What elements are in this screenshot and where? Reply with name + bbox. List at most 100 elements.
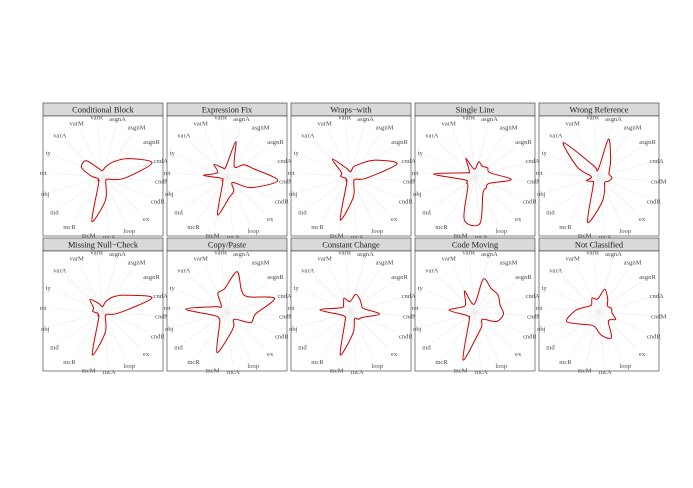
axis-spoke (197, 311, 228, 356)
axis-label: ty (170, 150, 176, 157)
axis-label: asgnA (233, 251, 250, 258)
axis-label: varR (338, 250, 351, 257)
axis-label: obj (537, 326, 546, 333)
radar-series-outline (448, 278, 505, 361)
axis-spoke (462, 311, 476, 363)
axis-spoke (598, 176, 637, 214)
axis-spoke (226, 311, 233, 364)
axis-spoke (350, 176, 357, 229)
axis-label: cndR (275, 199, 290, 206)
radar-series-outline (562, 138, 613, 224)
axis-label: cndA (278, 158, 293, 165)
axis-label: mcM (454, 368, 468, 375)
radar-series-outline (319, 293, 381, 356)
axis-spoke (65, 140, 104, 178)
axis-label: varM (70, 255, 84, 262)
axis-spoke (226, 146, 270, 178)
axis-spoke (424, 311, 476, 327)
axis-spoke (432, 176, 476, 208)
axis-label: mcM (578, 368, 592, 375)
axis-label: mcM (82, 233, 96, 240)
axis-label: cndA (526, 293, 541, 300)
axis-label: mcR (559, 224, 572, 231)
panel-title: Single Line (456, 105, 495, 114)
axis-label: obj (413, 326, 422, 333)
axis-spoke (203, 130, 228, 178)
axis-label: loop (619, 228, 631, 235)
axis-label: varA (53, 268, 66, 275)
axis-label: varR (462, 250, 475, 257)
axis-spoke (350, 176, 403, 181)
axis-spoke (226, 126, 240, 178)
axis-spoke (102, 281, 146, 313)
axis-spoke (308, 176, 352, 208)
axis-label: mcR (63, 359, 76, 366)
axis-label: asgnM (376, 125, 394, 132)
axis-spoke (51, 308, 104, 313)
axis-label: mcR (435, 224, 448, 231)
axis-label: ret (412, 305, 419, 312)
axis-label: asgnM (624, 260, 642, 267)
axis-spoke (300, 176, 352, 192)
axis-spoke (226, 176, 251, 224)
axis-label: asgnA (357, 251, 374, 258)
radar-series-outline (203, 141, 279, 216)
axis-label: asgnM (252, 125, 270, 132)
axis-spoke (313, 275, 352, 313)
axis-spoke (551, 155, 600, 178)
axis-label: cndM (651, 178, 667, 185)
axis-spoke (598, 281, 642, 313)
axis-label: cndA (154, 293, 169, 300)
axis-spoke (474, 126, 488, 178)
axis-spoke (445, 311, 476, 356)
axis-spoke (350, 281, 394, 313)
axis-label: ty (46, 285, 52, 292)
axis-spoke (55, 290, 104, 313)
axis-label: cndM (651, 313, 667, 320)
axis-label: loop (123, 363, 135, 370)
axis-spoke (214, 176, 228, 228)
axis-label: asgnA (109, 116, 126, 123)
axis-spoke (350, 311, 403, 316)
axis-label: obj (41, 326, 50, 333)
axis-spoke (350, 176, 399, 199)
axis-label: mcR (63, 224, 76, 231)
axis-spoke (102, 311, 151, 334)
axis-label: ty (294, 285, 300, 292)
axis-label: mcR (559, 359, 572, 366)
axis-spoke (598, 311, 623, 359)
axis-spoke (308, 311, 352, 343)
axis-spoke (598, 261, 612, 313)
axis-spoke (189, 275, 228, 313)
axis-label: mcA (351, 234, 364, 241)
axis-label: mcM (82, 368, 96, 375)
axis-label: asgnA (233, 116, 250, 123)
axis-label: asgnR (267, 274, 284, 281)
axis-spoke (586, 311, 600, 363)
axis-label: cndA (278, 293, 293, 300)
axis-spoke (345, 125, 352, 178)
axis-spoke (474, 281, 518, 313)
axis-spoke (474, 146, 518, 178)
axis-spoke (303, 290, 352, 313)
axis-label: cndM (279, 178, 295, 185)
panel-title: Wrong Reference (570, 105, 629, 114)
axis-label: mcM (578, 233, 592, 240)
radar-series-outline (565, 288, 617, 340)
axis-label: mcA (475, 234, 488, 241)
axis-label: varA (53, 133, 66, 140)
axis-spoke (423, 173, 476, 178)
axis-label: mcR (311, 359, 324, 366)
axis-label: asgnR (639, 139, 656, 146)
axis-label: mcA (227, 234, 240, 241)
axis-label: varM (566, 120, 580, 127)
axis-spoke (321, 311, 352, 356)
axis-spoke (179, 155, 228, 178)
axis-label: ret (164, 170, 171, 177)
